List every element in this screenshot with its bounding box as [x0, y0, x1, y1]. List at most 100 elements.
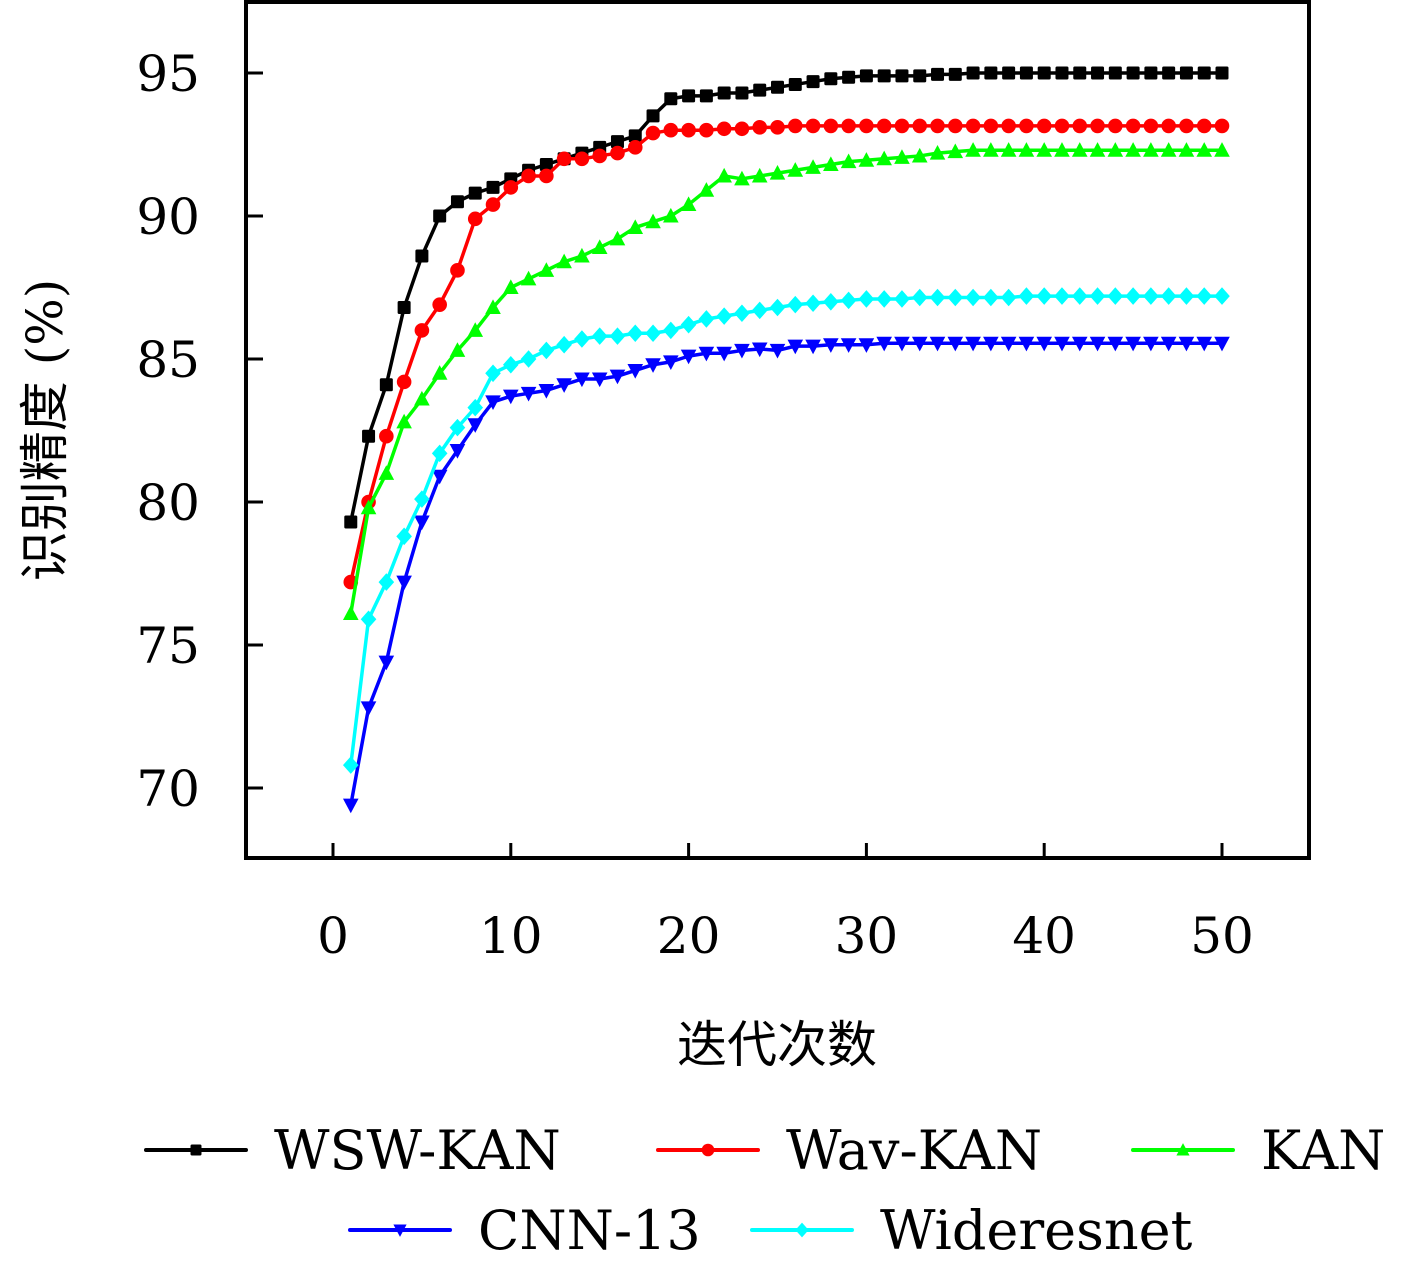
data-point-kan — [1160, 142, 1177, 157]
data-point-kan — [556, 253, 572, 269]
data-point-wav-kan — [823, 118, 839, 134]
data-point-cnn-13 — [431, 469, 448, 485]
data-point-wsw-kan — [895, 69, 909, 83]
data-point-wsw-kan — [1215, 66, 1229, 80]
data-point-wav-kan — [574, 151, 590, 167]
data-point-wsw-kan — [415, 249, 429, 263]
series-cnn-13 — [342, 336, 1230, 814]
data-point-wideresnet — [663, 321, 679, 340]
data-point-wideresnet — [520, 350, 537, 368]
x-tick-label: 50 — [1190, 907, 1254, 965]
data-point-wav-kan — [1036, 118, 1052, 134]
legend-label: CNN-13 — [478, 1199, 701, 1262]
data-point-kan — [1018, 142, 1035, 157]
data-point-cnn-13 — [663, 355, 679, 370]
data-point-wav-kan — [1090, 118, 1105, 134]
data-point-cnn-13 — [1143, 336, 1159, 352]
data-point-kan — [627, 219, 644, 234]
data-point-kan — [698, 182, 715, 197]
data-point-wideresnet — [591, 327, 608, 345]
data-point-wsw-kan — [859, 69, 873, 83]
data-point-cnn-13 — [627, 363, 644, 379]
data-point-kan — [449, 342, 466, 357]
data-point-cnn-13 — [734, 343, 750, 359]
data-point-wsw-kan — [1126, 66, 1140, 80]
data-point-kan — [965, 142, 981, 157]
data-point-wsw-kan — [984, 66, 998, 80]
data-point-wsw-kan — [824, 72, 838, 86]
data-point-wideresnet — [680, 315, 697, 334]
data-point-wideresnet — [574, 330, 590, 348]
data-point-kan — [1178, 142, 1195, 157]
data-point-wav-kan — [663, 122, 679, 138]
data-point-cnn-13 — [1054, 336, 1070, 352]
data-point-wideresnet — [911, 288, 928, 307]
data-point-wideresnet — [1214, 287, 1230, 305]
data-point-wav-kan — [876, 118, 892, 134]
data-point-wideresnet — [1054, 287, 1070, 305]
y-tick-label: 95 — [136, 45, 200, 103]
data-point-wav-kan — [1072, 118, 1088, 134]
data-point-wideresnet — [1178, 287, 1195, 305]
data-point-kan — [876, 150, 892, 166]
series-wav-kan — [343, 118, 1230, 590]
series-wideresnet — [342, 287, 1230, 774]
data-point-wideresnet — [894, 290, 910, 308]
data-point-wav-kan — [450, 263, 465, 278]
data-point-wsw-kan — [842, 70, 856, 84]
data-point-wav-kan — [414, 323, 430, 338]
data-point-cnn-13 — [769, 343, 786, 359]
axis-ticks — [246, 71, 1224, 858]
data-point-cnn-13 — [983, 336, 999, 352]
data-point-cnn-13 — [467, 418, 484, 433]
data-point-wsw-kan — [682, 89, 696, 103]
data-point-kan — [769, 164, 786, 180]
data-point-wideresnet — [805, 294, 821, 313]
data-point-cnn-13 — [929, 336, 946, 352]
data-point-kan — [805, 159, 821, 174]
legend-marker-diamond-icon — [795, 1222, 809, 1238]
data-point-wideresnet — [538, 341, 555, 360]
x-tick-label: 30 — [835, 907, 899, 965]
data-point-wsw-kan — [1091, 66, 1105, 80]
data-point-wsw-kan — [966, 66, 980, 80]
legend-label: Wav-KAN — [786, 1119, 1042, 1182]
data-point-wav-kan — [752, 120, 768, 135]
data-point-cnn-13 — [1000, 336, 1017, 352]
data-point-wideresnet — [983, 288, 999, 307]
data-point-cnn-13 — [520, 386, 537, 402]
data-point-wav-kan — [645, 125, 661, 141]
data-point-wav-kan — [1143, 118, 1159, 134]
data-point-wav-kan — [912, 118, 928, 134]
data-point-wav-kan — [894, 118, 910, 134]
legend-item-wideresnet: Wideresnet — [750, 1199, 1193, 1262]
data-point-wideresnet — [698, 310, 715, 328]
data-point-wav-kan — [556, 151, 572, 167]
data-point-cnn-13 — [698, 346, 715, 362]
data-point-wideresnet — [1036, 287, 1052, 305]
data-point-cnn-13 — [840, 338, 857, 353]
data-point-cnn-13 — [591, 372, 608, 388]
data-point-kan — [1143, 142, 1159, 157]
data-point-cnn-13 — [1036, 336, 1052, 352]
data-point-wideresnet — [342, 756, 359, 774]
legend-item-cnn-13: CNN-13 — [348, 1199, 701, 1262]
data-point-kan — [467, 322, 484, 337]
y-tick-label: 80 — [136, 474, 200, 532]
y-tick-label: 85 — [136, 331, 200, 389]
data-point-cnn-13 — [609, 369, 626, 385]
data-point-wideresnet — [467, 398, 484, 417]
data-point-cnn-13 — [1214, 336, 1230, 352]
data-point-wideresnet — [609, 327, 626, 345]
data-point-wsw-kan — [806, 75, 820, 89]
data-point-wideresnet — [965, 288, 981, 307]
data-point-wideresnet — [1196, 287, 1213, 305]
data-point-wav-kan — [841, 118, 856, 134]
legend-label: KAN — [1261, 1119, 1385, 1182]
data-point-kan — [663, 207, 679, 223]
legend-label: Wideresnet — [880, 1199, 1193, 1262]
x-tick-labels: 0 10 20 30 40 50 — [317, 907, 1254, 965]
data-point-kan — [342, 605, 359, 621]
y-axis-label: 识别精度 (%) — [16, 279, 74, 581]
